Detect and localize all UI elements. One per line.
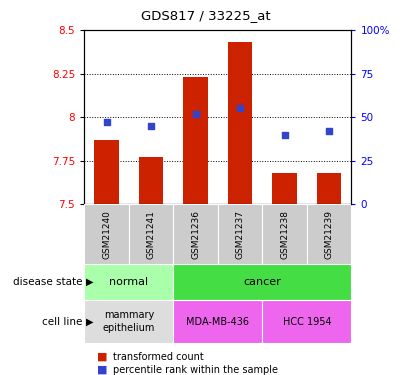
Bar xyxy=(317,173,342,204)
Text: mammary
epithelium: mammary epithelium xyxy=(103,310,155,333)
Bar xyxy=(262,204,307,264)
Bar xyxy=(228,42,252,204)
Text: percentile rank within the sample: percentile rank within the sample xyxy=(113,365,278,375)
Point xyxy=(148,123,155,129)
Bar xyxy=(262,300,351,343)
Text: ▶: ▶ xyxy=(86,277,94,287)
Point xyxy=(281,132,288,138)
Text: GSM21236: GSM21236 xyxy=(191,210,200,259)
Text: ▶: ▶ xyxy=(86,316,94,327)
Text: GSM21241: GSM21241 xyxy=(147,210,155,259)
Bar xyxy=(139,157,163,204)
Point xyxy=(103,119,110,125)
Bar xyxy=(218,204,262,264)
Bar xyxy=(84,300,173,343)
Bar xyxy=(94,140,119,204)
Bar xyxy=(84,264,173,300)
Text: GSM21239: GSM21239 xyxy=(325,210,334,259)
Bar xyxy=(183,77,208,204)
Bar xyxy=(272,173,297,204)
Text: GSM21237: GSM21237 xyxy=(236,210,245,259)
Text: cancer: cancer xyxy=(243,277,281,287)
Text: ■: ■ xyxy=(97,352,107,362)
Bar xyxy=(173,300,262,343)
Point xyxy=(326,128,332,134)
Bar xyxy=(173,264,351,300)
Text: GDS817 / 33225_at: GDS817 / 33225_at xyxy=(141,9,270,22)
Text: disease state: disease state xyxy=(13,277,82,287)
Text: transformed count: transformed count xyxy=(113,352,204,362)
Text: cell line: cell line xyxy=(42,316,82,327)
Text: HCC 1954: HCC 1954 xyxy=(283,316,331,327)
Bar xyxy=(173,204,218,264)
Text: ■: ■ xyxy=(97,365,107,375)
Text: GSM21238: GSM21238 xyxy=(280,210,289,259)
Point xyxy=(237,105,243,111)
Bar xyxy=(129,204,173,264)
Text: MDA-MB-436: MDA-MB-436 xyxy=(186,316,249,327)
Point xyxy=(192,111,199,117)
Text: normal: normal xyxy=(109,277,148,287)
Bar xyxy=(84,204,129,264)
Text: GSM21240: GSM21240 xyxy=(102,210,111,259)
Bar xyxy=(307,204,351,264)
